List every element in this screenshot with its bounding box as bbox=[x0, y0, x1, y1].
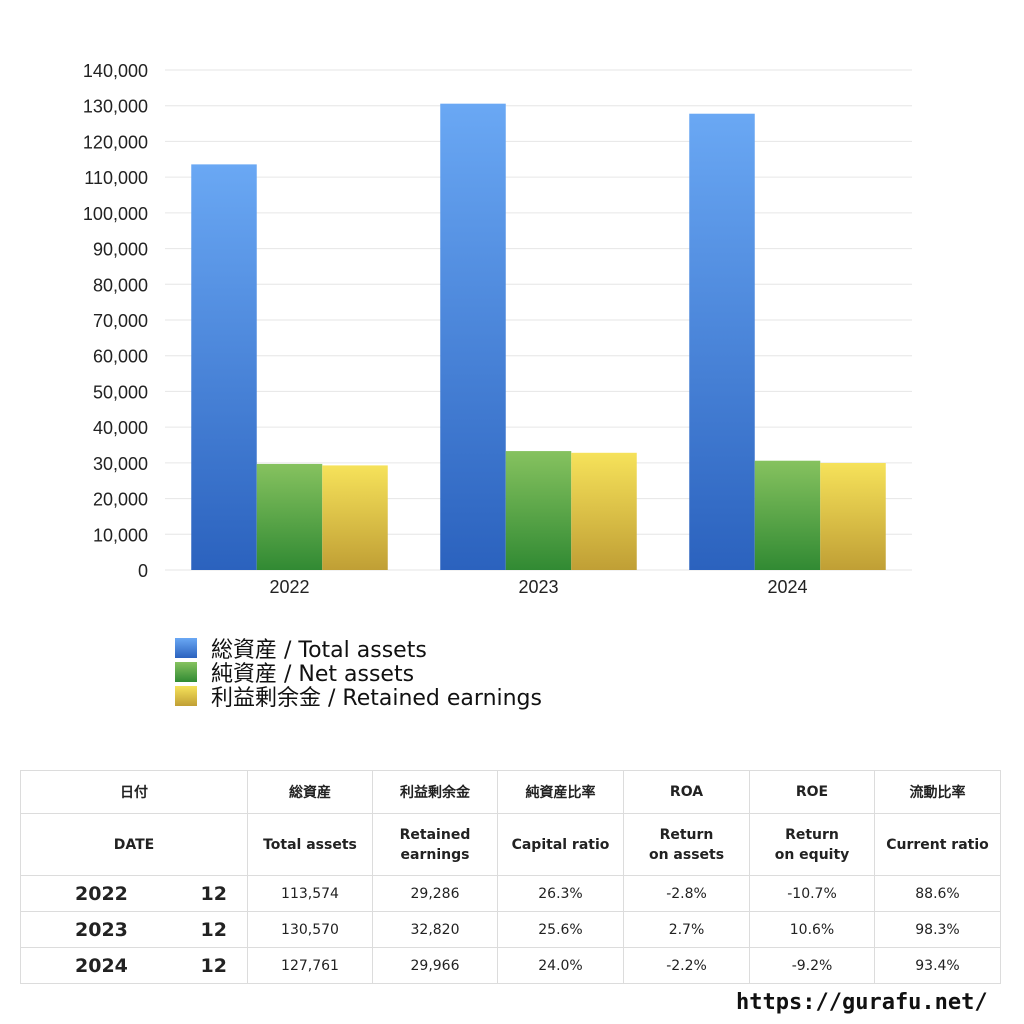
cell-roa: -2.2% bbox=[623, 947, 750, 984]
y-tick-label: 100,000 bbox=[83, 204, 148, 224]
cell-month: 12 bbox=[181, 875, 248, 912]
y-tick-label: 10,000 bbox=[93, 525, 148, 545]
bar-net-assets bbox=[505, 451, 572, 570]
header-roa-jp: ROA bbox=[623, 770, 750, 814]
bar-retained-earnings bbox=[820, 462, 886, 570]
bar-retained-earnings bbox=[571, 452, 637, 570]
header-capital-ratio-en: Capital ratio bbox=[497, 813, 624, 876]
cell-capital-ratio: 25.6% bbox=[497, 911, 624, 948]
cell-current-ratio: 98.3% bbox=[874, 911, 1001, 948]
y-tick-label: 0 bbox=[138, 561, 148, 581]
x-tick-label: 2024 bbox=[767, 577, 807, 597]
header-date-en: DATE bbox=[20, 813, 248, 876]
header-current-ratio-en: Current ratio bbox=[874, 813, 1001, 876]
cell-total-assets: 127,761 bbox=[247, 947, 373, 984]
legend-item-total-assets: 総資産 / Total assets bbox=[175, 636, 542, 663]
x-tick-label: 2023 bbox=[518, 577, 558, 597]
y-tick-label: 140,000 bbox=[83, 61, 148, 81]
legend-swatch-net-assets bbox=[175, 662, 197, 682]
cell-year: 2023 bbox=[20, 911, 182, 948]
y-tick-label: 70,000 bbox=[93, 311, 148, 331]
table-header-jp: 日付 総資産 利益剰余金 純資産比率 ROA ROE 流動比率 bbox=[20, 770, 1001, 814]
bar-retained-earnings bbox=[322, 465, 388, 570]
legend-item-retained-earnings: 利益剰余金 / Retained earnings bbox=[175, 684, 542, 711]
y-tick-label: 40,000 bbox=[93, 418, 148, 438]
x-tick-label: 2022 bbox=[269, 577, 309, 597]
table-row: 2024 12 127,761 29,966 24.0% -2.2% -9.2%… bbox=[20, 947, 1001, 984]
cell-capital-ratio: 24.0% bbox=[497, 947, 624, 984]
bar-total-assets bbox=[191, 164, 257, 570]
legend-swatch-retained-earnings bbox=[175, 686, 197, 706]
y-tick-label: 60,000 bbox=[93, 347, 148, 367]
bar-net-assets bbox=[754, 460, 821, 570]
cell-month: 12 bbox=[181, 947, 248, 984]
cell-total-assets: 113,574 bbox=[247, 875, 373, 912]
cell-roa: -2.8% bbox=[623, 875, 750, 912]
header-total-assets-en: Total assets bbox=[247, 813, 373, 876]
bar-net-assets bbox=[256, 463, 323, 570]
source-url[interactable]: https://gurafu.net/ bbox=[736, 990, 988, 1015]
chart-legend: 総資産 / Total assets 純資産 / Net assets 利益剰余… bbox=[175, 636, 542, 711]
legend-swatch-total-assets bbox=[175, 638, 197, 658]
header-roa-en: Return on assets bbox=[623, 813, 750, 876]
cell-capital-ratio: 26.3% bbox=[497, 875, 624, 912]
y-tick-label: 30,000 bbox=[93, 454, 148, 474]
cell-current-ratio: 93.4% bbox=[874, 947, 1001, 984]
table-header-en: DATE Total assets Retained earnings Capi… bbox=[20, 813, 1001, 876]
cell-roe: -9.2% bbox=[749, 947, 875, 984]
y-tick-label: 120,000 bbox=[83, 132, 148, 152]
table-row: 2022 12 113,574 29,286 26.3% -2.8% -10.7… bbox=[20, 875, 1001, 912]
header-retained-earnings-en: Retained earnings bbox=[372, 813, 498, 876]
cell-current-ratio: 88.6% bbox=[874, 875, 1001, 912]
header-capital-ratio-jp: 純資産比率 bbox=[497, 770, 624, 814]
y-tick-label: 130,000 bbox=[83, 97, 148, 117]
header-roe-jp: ROE bbox=[749, 770, 875, 814]
y-tick-label: 50,000 bbox=[93, 382, 148, 402]
cell-roe: 10.6% bbox=[749, 911, 875, 948]
cell-retained-earnings: 32,820 bbox=[372, 911, 498, 948]
header-date-jp: 日付 bbox=[20, 770, 248, 814]
table-row: 2023 12 130,570 32,820 25.6% 2.7% 10.6% … bbox=[20, 911, 1001, 948]
header-roe-en: Return on equity bbox=[749, 813, 875, 876]
cell-month: 12 bbox=[181, 911, 248, 948]
cell-total-assets: 130,570 bbox=[247, 911, 373, 948]
cell-roa: 2.7% bbox=[623, 911, 750, 948]
cell-year: 2022 bbox=[20, 875, 182, 912]
bar-total-assets bbox=[689, 113, 755, 570]
legend-label: 純資産 / Net assets bbox=[211, 662, 415, 687]
cell-roe: -10.7% bbox=[749, 875, 875, 912]
y-tick-label: 90,000 bbox=[93, 240, 148, 260]
y-tick-label: 80,000 bbox=[93, 275, 148, 295]
financial-table: 日付 総資産 利益剰余金 純資産比率 ROA ROE 流動比率 DATE Tot… bbox=[20, 770, 1001, 984]
cell-year: 2024 bbox=[20, 947, 182, 984]
cell-retained-earnings: 29,286 bbox=[372, 875, 498, 912]
y-tick-label: 20,000 bbox=[93, 490, 148, 510]
bar-chart: 0 10,000 20,000 30,000 40,000 50,000 60,000 70,… bbox=[83, 61, 912, 597]
bar-total-assets bbox=[440, 103, 506, 570]
header-current-ratio-jp: 流動比率 bbox=[874, 770, 1001, 814]
legend-label: 総資産 / Total assets bbox=[211, 638, 427, 663]
legend-label: 利益剰余金 / Retained earnings bbox=[211, 686, 542, 711]
header-retained-earnings-jp: 利益剰余金 bbox=[372, 770, 498, 814]
legend-item-net-assets: 純資産 / Net assets bbox=[175, 660, 542, 687]
header-total-assets-jp: 総資産 bbox=[247, 770, 373, 814]
y-tick-label: 110,000 bbox=[84, 168, 148, 188]
cell-retained-earnings: 29,966 bbox=[372, 947, 498, 984]
